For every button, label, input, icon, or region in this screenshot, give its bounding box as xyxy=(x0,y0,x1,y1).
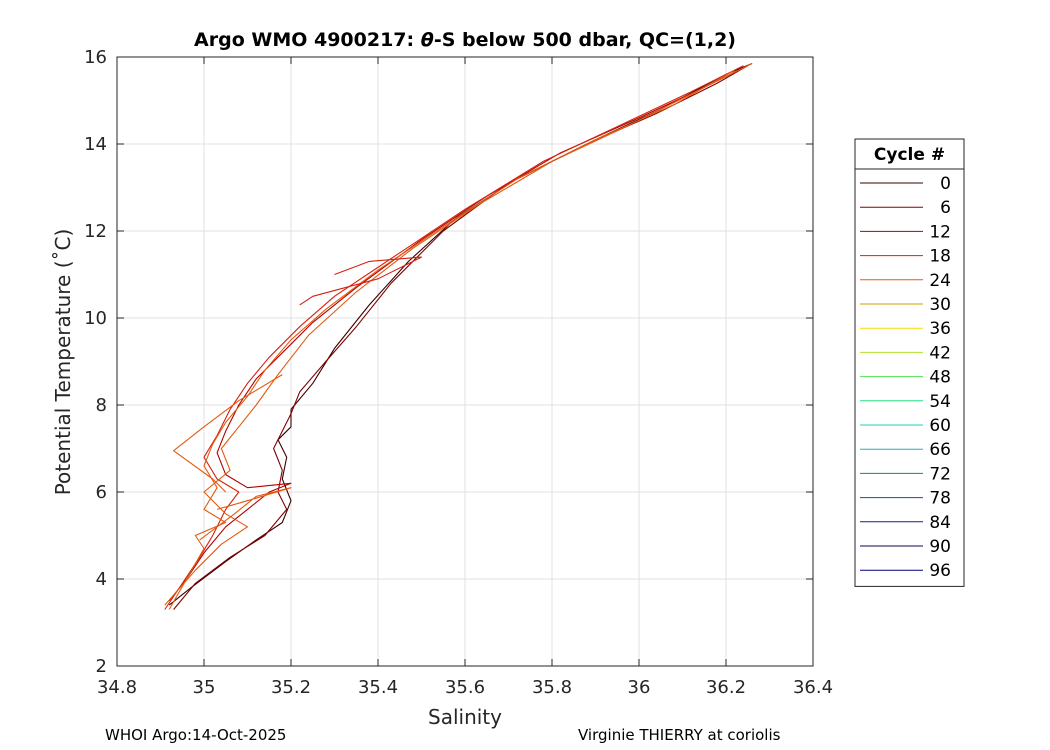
legend-entry-label: 18 xyxy=(929,247,951,267)
legend-entry-label: 78 xyxy=(929,489,951,509)
x-axis-label: Salinity xyxy=(428,705,502,729)
y-axis-label: Potential Temperature (˚C) xyxy=(51,229,75,496)
series-line-cycle-anomaly-2 xyxy=(299,256,423,306)
series-line-cycle-6 xyxy=(173,65,749,610)
series-line-cycle-18 xyxy=(164,65,744,610)
x-tick-label: 35.6 xyxy=(445,677,485,698)
x-tick-label: 36 xyxy=(628,677,651,698)
y-tick-label: 16 xyxy=(84,47,107,68)
y-tick-label: 12 xyxy=(84,221,107,242)
series-line-cycle-anomaly-1 xyxy=(173,374,283,493)
legend-entry-label: 84 xyxy=(929,513,951,533)
legend-title: Cycle # xyxy=(874,145,945,165)
footer-credit-right: Virginie THIERRY at coriolis xyxy=(578,726,781,744)
x-tick-label: 35 xyxy=(193,677,216,698)
y-tick-label: 14 xyxy=(84,134,107,155)
legend-entry-label: 36 xyxy=(929,319,951,339)
legend-entry-label: 54 xyxy=(929,392,951,412)
y-tick-label: 10 xyxy=(84,308,107,329)
title-suffix: -S below 500 dbar, QC=(1,2) xyxy=(434,29,736,51)
legend-entry-label: 90 xyxy=(929,537,951,557)
x-tick-label: 36.4 xyxy=(793,677,833,698)
series-line-cycle-12 xyxy=(168,65,749,602)
y-tick-label: 8 xyxy=(96,395,107,416)
y-tick-label: 4 xyxy=(96,569,107,590)
series-line-cycle-24 xyxy=(168,69,735,610)
legend-entry-label: 24 xyxy=(929,271,951,291)
legend-entry-label: 72 xyxy=(929,464,951,484)
y-tick-label: 2 xyxy=(96,656,107,677)
grid xyxy=(116,56,814,667)
legend-entry-label: 96 xyxy=(929,561,951,581)
title-theta: θ xyxy=(421,29,434,51)
legend-entry-label: 60 xyxy=(929,416,951,436)
x-tick-label: 35.4 xyxy=(358,677,398,698)
data-series xyxy=(164,62,753,610)
legend-entry-label: 48 xyxy=(929,368,951,388)
x-tick-label: 34.8 xyxy=(97,677,137,698)
footer-credit-left: WHOI Argo:14-Oct-2025 xyxy=(105,726,287,744)
series-line-cycle-anomaly-3 xyxy=(199,487,292,541)
series-line-cycle-0 xyxy=(168,62,753,606)
axis-ticks: 34.8 35 35.2 35.4 35.6 35.8 36 36.2 36.4 2 4 6 8 10 12… xyxy=(84,47,833,698)
x-tick-label: 35.8 xyxy=(532,677,572,698)
series-line-cycle-24b xyxy=(164,63,753,606)
legend-entry-label: 66 xyxy=(929,440,951,460)
legend-box xyxy=(854,138,965,587)
legend: Cycle # 0 6 12 18 24 30 36 42 48 54 60 66 72 78 84 90 96 xyxy=(854,138,965,587)
legend-entry-label: 0 xyxy=(940,174,951,194)
x-tick-label: 36.2 xyxy=(706,677,746,698)
y-tick-label: 6 xyxy=(96,482,107,503)
x-tick-label: 35.2 xyxy=(271,677,311,698)
legend-entry-label: 12 xyxy=(929,222,951,242)
title-prefix: Argo WMO 4900217: xyxy=(194,29,421,51)
legend-entry-label: 30 xyxy=(929,295,951,315)
legend-entry-label: 6 xyxy=(940,198,951,218)
chart-title: Argo WMO 4900217: θ-S below 500 dbar, QC… xyxy=(194,29,736,51)
legend-entry-label: 42 xyxy=(929,343,951,363)
